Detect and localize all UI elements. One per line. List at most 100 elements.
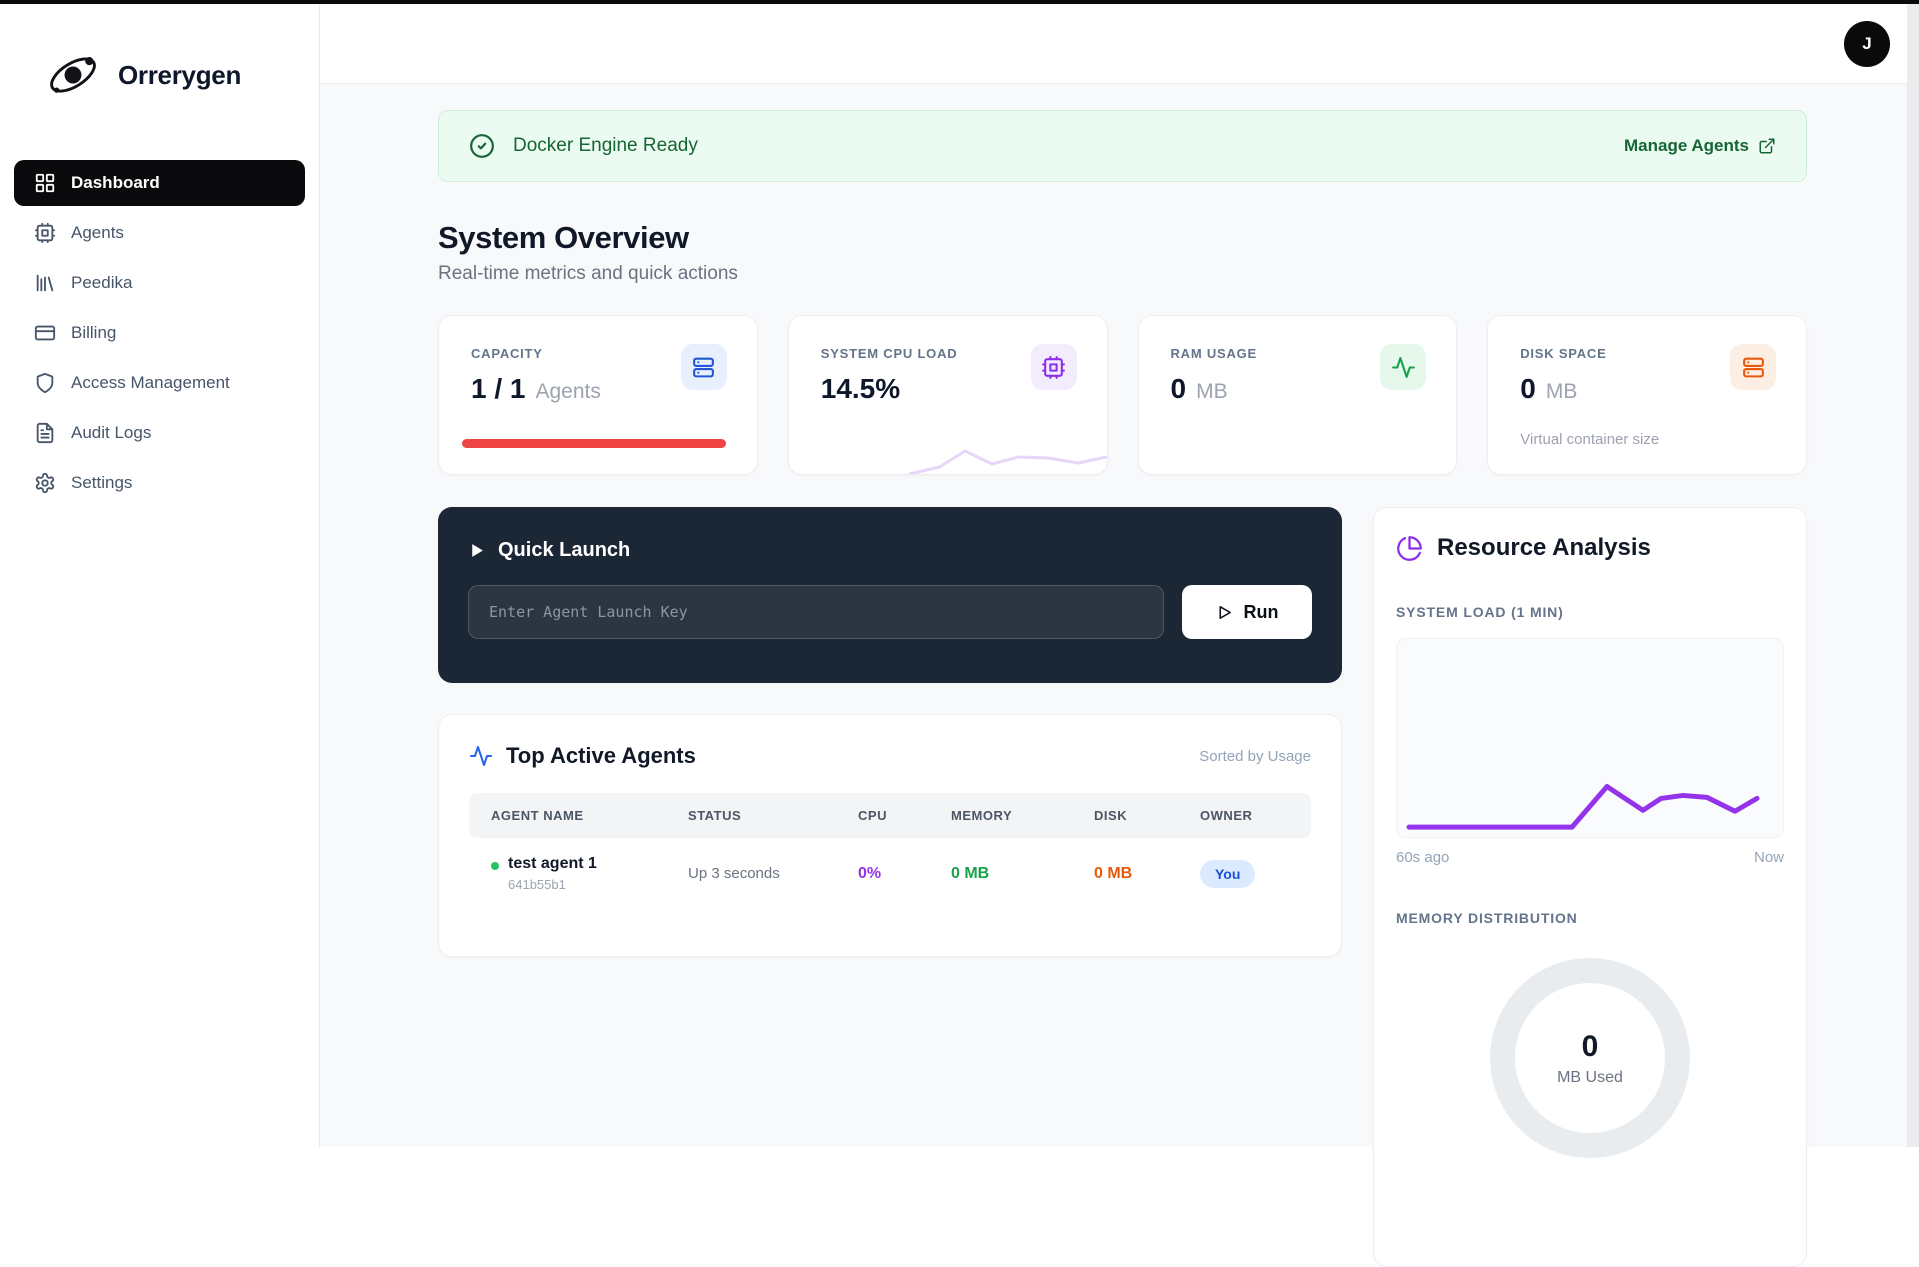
sidebar-item-label: Billing (71, 323, 117, 342)
external-link-icon (1759, 138, 1775, 154)
memory-used-value: 0 (1581, 1029, 1599, 1063)
resource-analysis-card: Resource Analysis SYSTEM LOAD (1 MIN) 60… (1373, 507, 1807, 1267)
ram-value: 0 (1170, 373, 1187, 404)
activity-pulse-icon (470, 746, 492, 766)
top-header: J (320, 4, 1919, 84)
capacity-label: CAPACITY (471, 346, 543, 361)
resource-analysis-title: Resource Analysis (1437, 534, 1651, 561)
sidebar-item-access-management[interactable]: Access Management (14, 360, 305, 406)
disk-card: DISK SPACE 0 MB Virtual container size (1487, 315, 1807, 475)
top-active-agents-card: Top Active Agents Sorted by Usage AGENT … (438, 714, 1342, 957)
agent-online-dot (491, 862, 499, 870)
table-row[interactable]: test agent 1 641b55b1 Up 3 seconds 0% 0 … (469, 838, 1311, 892)
col-cpu: CPU (858, 808, 888, 823)
page-title: System Overview (438, 220, 689, 255)
metric-cards: CAPACITY 1 / 1 Agents SYSTEM CPU LOAD 14… (438, 315, 1807, 475)
sidebar-item-settings[interactable]: Settings (14, 460, 305, 506)
col-disk: DISK (1094, 808, 1128, 823)
col-agent-name: AGENT NAME (491, 808, 584, 823)
table-header-row: AGENT NAME STATUS CPU MEMORY DISK OWNER (469, 793, 1311, 838)
agent-id: 641b55b1 (508, 877, 566, 892)
docker-status-banner: Docker Engine Ready Manage Agents (438, 110, 1807, 182)
sidebar-item-billing[interactable]: Billing (14, 310, 305, 356)
agent-name: test agent 1 (508, 855, 597, 872)
cpu-label: SYSTEM CPU LOAD (820, 346, 958, 361)
quick-launch-panel: Quick Launch Run (438, 507, 1342, 683)
capacity-unit: Agents (535, 380, 601, 403)
disk-note: Virtual container size (1520, 431, 1660, 448)
system-load-line (1406, 784, 1760, 830)
capacity-card: CAPACITY 1 / 1 Agents (438, 315, 758, 475)
col-status: STATUS (688, 808, 742, 823)
cpu-sparkline (908, 449, 1107, 474)
server-icon (1742, 357, 1764, 377)
manage-agents-link[interactable]: Manage Agents (1624, 136, 1776, 156)
cpu-value: 14.5% (820, 373, 901, 404)
gear-icon (35, 472, 55, 494)
system-load-chart (1396, 638, 1784, 838)
ram-label: RAM USAGE (1170, 346, 1257, 361)
sidebar-item-label: Peedika (71, 273, 133, 292)
sidebar-item-label: Access Management (71, 373, 230, 392)
capacity-value: 1 / 1 (471, 373, 526, 404)
launch-key-input[interactable] (468, 585, 1164, 639)
disk-value: 0 (1520, 373, 1536, 404)
agent-disk: 0 MB (1094, 864, 1133, 882)
orbit-logo-icon (50, 56, 96, 93)
shield-icon (36, 372, 54, 394)
quick-launch-title: Quick Launch (498, 539, 631, 561)
agents-table-title: Top Active Agents (506, 743, 696, 768)
sidebar-item-peedika[interactable]: Peedika (14, 260, 305, 306)
sidebar-item-label: Audit Logs (71, 423, 152, 442)
memory-used-label: MB Used (1557, 1068, 1623, 1086)
server-icon (693, 357, 715, 377)
run-button-label: Run (1243, 601, 1279, 622)
library-bars-icon (36, 274, 54, 292)
sidebar-item-label: Agents (71, 223, 124, 242)
agent-memory: 0 MB (951, 864, 990, 882)
system-load-section-label: SYSTEM LOAD (1 MIN) (1396, 604, 1564, 620)
cpu-card: SYSTEM CPU LOAD 14.5% (787, 315, 1108, 475)
sidebar-item-label: Settings (71, 473, 133, 492)
play-icon (472, 544, 483, 557)
disk-unit: MB (1545, 380, 1578, 403)
sidebar-item-agents[interactable]: Agents (14, 210, 305, 256)
memory-distribution-section-label: MEMORY DISTRIBUTION (1396, 910, 1578, 926)
sidebar-item-audit-logs[interactable]: Audit Logs (14, 410, 305, 456)
page-subtitle: Real-time metrics and quick actions (438, 263, 738, 284)
manage-agents-label: Manage Agents (1623, 136, 1749, 155)
brand: Orrerygen (0, 4, 319, 104)
sorted-by-note: Sorted by Usage (1199, 747, 1311, 765)
sidebar-nav: Dashboard Agents Peedika Billing Ac (0, 160, 319, 506)
brand-name: Orrerygen (118, 59, 242, 90)
play-outline-icon (1218, 605, 1231, 619)
user-avatar[interactable]: J (1844, 21, 1890, 67)
main-content: Docker Engine Ready Manage Agents System… (320, 84, 1907, 1267)
axis-label-right: Now (1753, 849, 1784, 866)
run-button[interactable]: Run (1182, 585, 1312, 639)
agent-status: Up 3 seconds (688, 865, 780, 882)
activity-pulse-icon (1391, 356, 1415, 378)
credit-card-icon (34, 325, 56, 341)
cpu-chip-icon (1042, 355, 1065, 379)
sidebar-item-dashboard[interactable]: Dashboard (14, 160, 305, 206)
check-circle-icon (470, 134, 494, 158)
ram-card: RAM USAGE 0 MB (1137, 315, 1458, 475)
col-owner: OWNER (1200, 808, 1253, 823)
file-text-icon (36, 422, 54, 444)
top-accent-bar (0, 0, 1919, 4)
axis-label-left: 60s ago (1396, 849, 1450, 866)
cpu-sparkline-chart (908, 449, 1107, 474)
page-scrollbar[interactable] (1907, 4, 1919, 1147)
sidebar-item-label: Dashboard (71, 173, 160, 192)
pie-chart-icon (1397, 535, 1422, 561)
disk-label: DISK SPACE (1520, 346, 1607, 361)
dashboard-grid-icon (35, 173, 55, 193)
ram-unit: MB (1196, 380, 1228, 403)
cpu-icon (34, 222, 56, 244)
col-memory: MEMORY (951, 808, 1013, 823)
sidebar: Orrerygen Dashboard Agents Peedika (0, 4, 320, 1147)
agent-cpu: 0% (858, 864, 882, 882)
capacity-progress-bar (462, 439, 726, 448)
docker-status-text: Docker Engine Ready (513, 135, 698, 156)
